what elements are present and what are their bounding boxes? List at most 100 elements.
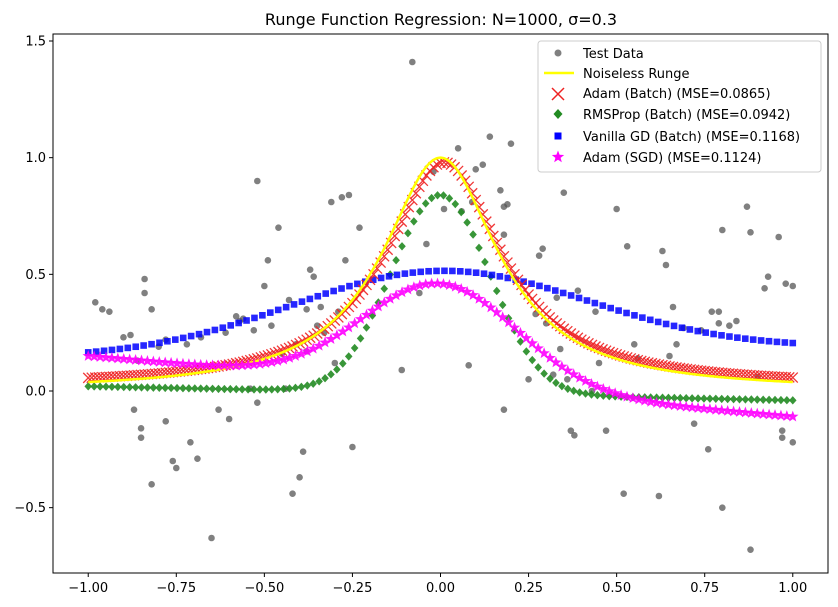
adam-sgd-point: [88, 350, 100, 362]
test-data-point: [285, 296, 293, 304]
vanilla-gd-point: [409, 269, 417, 276]
test-data-point: [130, 406, 138, 413]
vanilla-gd-point: [472, 269, 480, 276]
rmsprop-point: [344, 352, 353, 361]
adam-sgd-point: [378, 296, 390, 308]
vanilla-gd-point: [92, 348, 100, 355]
vanilla-gd-point: [591, 299, 599, 307]
adam-sgd-point: [621, 390, 633, 402]
rmsprop-point: [356, 334, 365, 343]
adam-sgd-point: [775, 409, 787, 421]
test-data-point: [761, 285, 768, 292]
rmsprop-point: [463, 218, 471, 227]
vanilla-gd-point: [623, 309, 630, 317]
test-data-point: [423, 240, 430, 248]
adam-sgd-point: [479, 297, 491, 308]
rmsprop-point: [96, 382, 104, 391]
adam-sgd-point: [354, 313, 367, 324]
rmsprop-point: [664, 393, 673, 403]
vanilla-gd-point: [718, 332, 725, 339]
rmsprop-point: [380, 284, 389, 293]
vanilla-gd-point: [662, 320, 670, 328]
test-data-point: [623, 243, 631, 250]
adam-sgd-point: [544, 351, 556, 363]
adam-sgd-point: [485, 301, 497, 313]
test-data-point: [486, 133, 494, 140]
rmsprop-point: [404, 228, 412, 238]
test-data-point: [704, 446, 712, 453]
rmsprop-point: [143, 383, 152, 392]
test-data-point: [250, 327, 258, 334]
test-data-point: [232, 313, 240, 320]
adam-sgd-point: [520, 332, 533, 343]
vanilla-gd-point: [116, 345, 124, 353]
vanilla-gd-point: [496, 273, 504, 280]
vanilla-gd-point: [607, 304, 614, 312]
rmsprop-point: [125, 382, 134, 392]
test-data-point: [183, 341, 191, 348]
plot-area: [82, 58, 799, 553]
adam-sgd-point: [195, 358, 207, 370]
test-data-point: [754, 373, 761, 381]
rmsprop-point: [250, 385, 258, 394]
rmsprop-point: [735, 395, 744, 404]
vanilla-gd-point: [425, 267, 432, 275]
test-data-point: [655, 492, 663, 500]
vanilla-gd-point: [710, 330, 717, 338]
test-data-point: [595, 359, 603, 367]
vanilla-gd-point: [702, 329, 709, 336]
adam-batch-point: [371, 263, 383, 275]
vanilla-gd-point: [686, 326, 694, 333]
test-data-point: [690, 420, 698, 427]
adam-batch-point: [364, 274, 376, 286]
test-data-point: [764, 273, 772, 280]
x-tick-label: −0.25: [333, 581, 373, 596]
test-data-point: [313, 322, 321, 329]
adam-sgd-point: [668, 399, 681, 411]
rmsprop-point: [682, 394, 690, 403]
rmsprop-point: [741, 395, 750, 404]
legend-label-vanilla-gd: Vanilla GD (Batch) (MSE=0.1168): [583, 130, 800, 145]
vanilla-gd-point: [567, 292, 575, 299]
rmsprop-point: [783, 396, 791, 405]
vanilla-gd-point: [480, 270, 488, 278]
adam-sgd-point: [615, 389, 627, 400]
test-data-point: [571, 432, 578, 439]
adam-batch-point: [509, 268, 520, 280]
adam-sgd-point: [319, 336, 331, 348]
adam-sgd-point: [123, 353, 136, 365]
rmsprop-point: [114, 382, 122, 392]
adam-sgd-point: [467, 289, 479, 300]
adam-sgd-point: [502, 316, 515, 328]
adam-sgd-point: [129, 354, 142, 365]
adam-sgd-point: [787, 410, 799, 422]
adam-sgd-point: [200, 359, 213, 370]
vanilla-gd-point: [290, 301, 298, 308]
test-data-point: [106, 308, 113, 315]
test-data-point: [504, 201, 511, 208]
test-data-point: [553, 294, 561, 301]
vanilla-gd-point: [670, 322, 678, 330]
vanilla-gd-point: [148, 340, 155, 348]
adam-sgd-point: [680, 400, 692, 412]
adam-sgd-point: [639, 394, 651, 406]
test-data-point: [254, 399, 261, 406]
adam-sgd-point: [562, 364, 574, 376]
rmsprop-point: [137, 383, 146, 392]
vanilla-gd-point: [211, 326, 219, 334]
rmsprop-point: [765, 395, 773, 405]
adam-sgd-point: [739, 406, 752, 418]
adam-sgd-point: [532, 342, 544, 354]
adam-sgd-point: [343, 321, 355, 333]
legend-entry-test-data: Test Data: [554, 47, 644, 62]
rmsprop-point: [226, 384, 235, 394]
vanilla-gd-point: [377, 274, 385, 282]
test-data-point: [778, 427, 786, 434]
adam-sgd-point: [100, 351, 112, 363]
vanilla-gd-point: [433, 267, 440, 275]
adam-sgd-point: [218, 359, 231, 371]
vanilla-gd-point: [773, 338, 781, 346]
adam-sgd-point: [496, 311, 509, 323]
adam-sgd-point: [419, 278, 432, 290]
